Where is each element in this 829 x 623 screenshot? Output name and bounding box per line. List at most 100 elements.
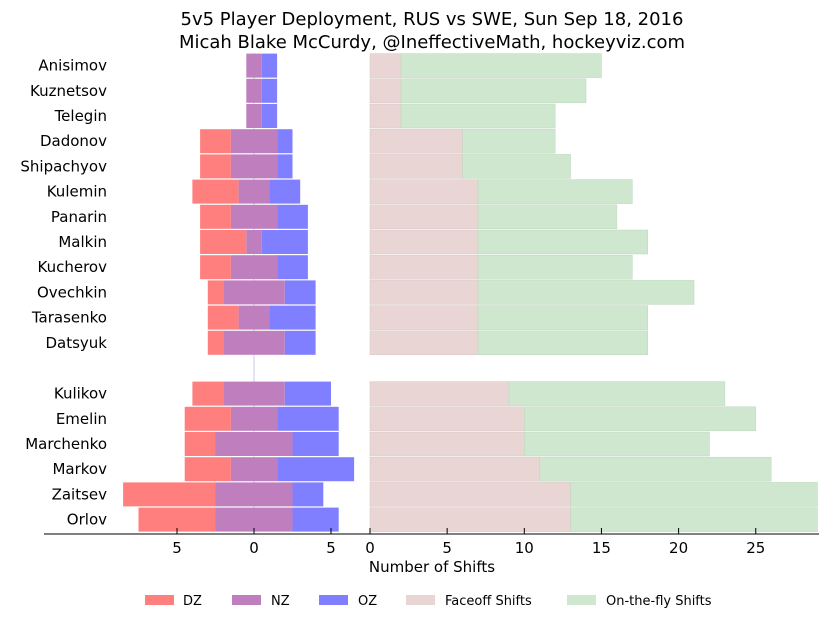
- otf-bar-ovechkin: [477, 280, 695, 305]
- oz-bar-malkin: [261, 230, 308, 254]
- oz-bar-kuznetsov: [261, 78, 278, 103]
- right-tick-label: 0: [365, 539, 375, 557]
- nz-bar-malkin: [246, 230, 262, 254]
- faceoff-bar-shipachyov: [369, 154, 463, 179]
- player-label: Emelin: [56, 410, 107, 428]
- nz-bar-marchenko: [215, 432, 293, 456]
- nz-bar-kulikov: [223, 381, 285, 406]
- player-label: Panarin: [51, 208, 107, 226]
- player-label: Ovechkin: [37, 283, 107, 301]
- nz-bar-markov: [230, 457, 278, 482]
- nz-bar-shipachyov: [230, 154, 278, 179]
- otf-bar-kulemin: [477, 179, 633, 204]
- otf-bar-zaitsev: [570, 482, 818, 507]
- right-tick-label: 5: [442, 539, 452, 557]
- oz-bar-anisimov: [261, 53, 278, 78]
- otf-bar-markov: [539, 456, 772, 482]
- player-label: Datsyuk: [45, 334, 107, 352]
- otf-bar-orlov: [570, 507, 818, 532]
- faceoff-bar-zaitsev: [369, 482, 571, 507]
- dz-bar-markov: [184, 457, 231, 482]
- faceoff-bar-kulemin: [369, 179, 479, 204]
- nz-bar-emelin: [230, 406, 278, 431]
- player-labels: Anisimov Kuznetsov Telegin Dadonov Shipachyo…: [20, 57, 107, 529]
- oz-bar-ovechkin: [284, 280, 316, 305]
- dz-bar-ovechkin: [207, 280, 224, 305]
- oz-bar-marchenko: [292, 432, 339, 456]
- otf-bar-dadonov: [462, 128, 556, 154]
- player-label: Tarasenko: [31, 309, 107, 327]
- otf-bar-anisimov: [400, 53, 602, 78]
- player-label: Kulemin: [47, 183, 107, 201]
- chart-title: 5v5 Player Deployment, RUS vs SWE, Sun S…: [181, 9, 684, 30]
- legend-label-oz: OZ: [358, 594, 377, 609]
- oz-bar-kulikov: [284, 381, 331, 406]
- nz-bar-kucherov: [230, 255, 278, 280]
- oz-bar-markov: [277, 457, 355, 482]
- dz-bar-zaitsev: [123, 482, 216, 507]
- player-label: Anisimov: [38, 57, 107, 75]
- otf-bar-malkin: [477, 229, 648, 255]
- left-tick-label: 5: [172, 539, 182, 557]
- oz-bar-tarasenko: [269, 305, 316, 330]
- otf-bar-kuznetsov: [400, 78, 587, 104]
- dz-bar-panarin: [200, 204, 231, 229]
- x-axis-label: Number of Shifts: [369, 558, 495, 576]
- nz-bar-dadonov: [230, 129, 278, 154]
- otf-bar-kucherov: [477, 254, 633, 280]
- nz-bar-kuznetsov: [246, 78, 262, 103]
- dz-bar-kulemin: [192, 179, 239, 204]
- dz-bar-orlov: [138, 507, 216, 532]
- player-label: Orlov: [67, 511, 107, 529]
- dz-bar-marchenko: [184, 432, 216, 456]
- legend-label-otf: On-the-fly Shifts: [606, 594, 712, 609]
- faceoff-bar-emelin: [369, 406, 525, 432]
- x-axis-ticks: 5 0 5 0 5 10 15 20 25: [172, 528, 765, 557]
- nz-bar-ovechkin: [223, 280, 285, 305]
- faceoff-bar-ovechkin: [369, 280, 479, 305]
- player-label: Dadonov: [40, 132, 107, 150]
- nz-bar-orlov: [215, 507, 293, 532]
- faceoff-bar-markov: [369, 456, 540, 482]
- right-tick-label: 20: [669, 539, 688, 557]
- legend-label-nz: NZ: [271, 594, 290, 609]
- nz-bar-zaitsev: [215, 482, 293, 507]
- oz-bar-orlov: [292, 507, 339, 532]
- faceoff-bar-orlov: [369, 507, 571, 532]
- faceoff-bar-datsyuk: [369, 330, 479, 356]
- shift-type-panel: [369, 53, 818, 532]
- legend-swatch-nz: [232, 595, 261, 605]
- player-label: Kuznetsov: [30, 82, 107, 100]
- oz-bar-shipachyov: [277, 154, 293, 179]
- player-label: Telegin: [54, 107, 107, 125]
- dz-bar-kulikov: [192, 381, 224, 406]
- legend-swatch-faceoff: [406, 595, 435, 605]
- nz-bar-datsyuk: [223, 330, 285, 355]
- otf-bar-tarasenko: [477, 305, 648, 330]
- right-tick-label: 25: [746, 539, 765, 557]
- otf-bar-marchenko: [524, 431, 710, 457]
- left-tick-label: 5: [326, 539, 336, 557]
- faceoff-bar-tarasenko: [369, 305, 479, 330]
- faceoff-bar-panarin: [369, 204, 479, 230]
- right-tick-label: 10: [515, 539, 534, 557]
- oz-bar-kucherov: [277, 255, 308, 280]
- oz-bar-emelin: [277, 406, 339, 431]
- left-tick-label: 0: [249, 539, 259, 557]
- right-tick-label: 15: [592, 539, 611, 557]
- nz-bar-telegin: [246, 104, 262, 128]
- legend-swatch-otf: [567, 595, 596, 605]
- faceoff-bar-marchenko: [369, 431, 525, 457]
- faceoff-bar-telegin: [369, 103, 402, 129]
- nz-bar-kulemin: [238, 179, 270, 204]
- oz-bar-panarin: [277, 204, 308, 229]
- nz-bar-panarin: [230, 204, 278, 229]
- player-label: Kucherov: [38, 258, 108, 276]
- otf-bar-kulikov: [508, 381, 726, 406]
- nz-bar-tarasenko: [238, 305, 270, 330]
- player-label: Kulikov: [54, 385, 107, 403]
- player-label: Shipachyov: [20, 157, 107, 175]
- zone-start-panel: [123, 53, 355, 534]
- dz-bar-datsyuk: [207, 330, 224, 355]
